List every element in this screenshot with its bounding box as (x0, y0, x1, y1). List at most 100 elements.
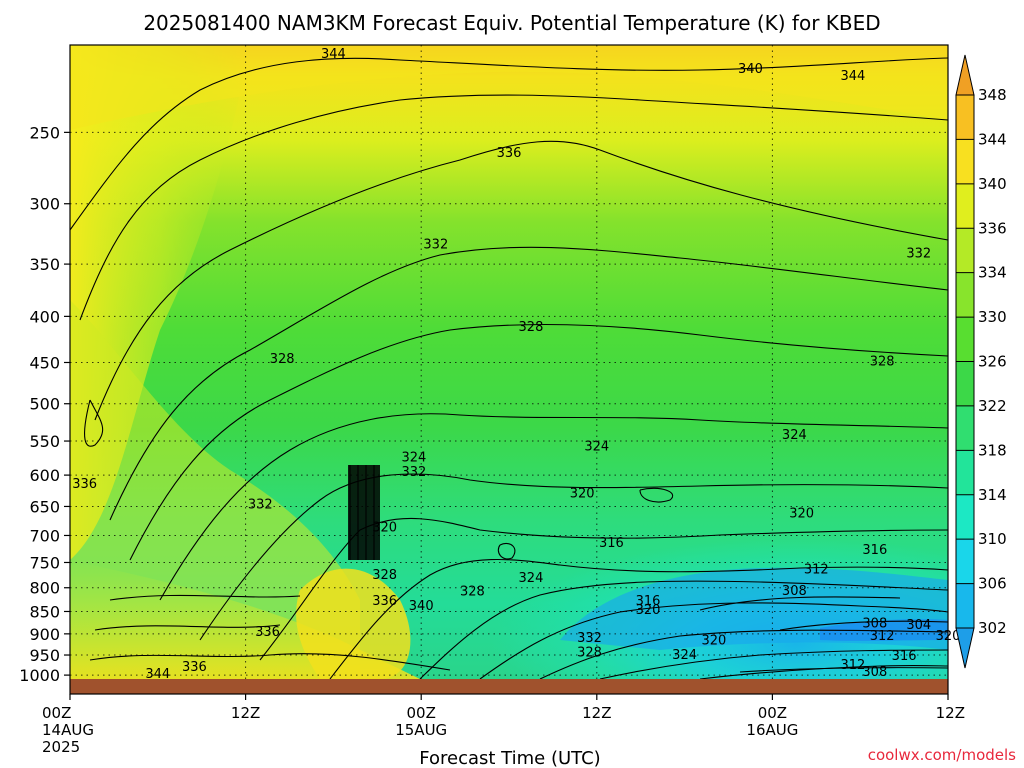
contour-label: 324 (401, 450, 426, 465)
colorbar-label: 310 (978, 530, 1007, 548)
colorbar-segment (956, 272, 974, 318)
contour-line (599, 649, 948, 679)
colorbar-label: 302 (978, 619, 1007, 637)
y-tick-label: 250 (29, 123, 60, 142)
contour-label: 316 (599, 536, 624, 551)
contour-label: 332 (423, 237, 448, 252)
contour-label: 336 (182, 660, 207, 675)
colorbar-label: 306 (978, 575, 1007, 593)
contour-line (329, 558, 948, 679)
colorbar-segment (956, 95, 974, 140)
colorbar-extend-bottom (955, 627, 975, 669)
y-tick-label: 900 (29, 625, 60, 644)
y-tick-label: 1000 (19, 666, 60, 685)
contour-line (739, 667, 948, 673)
contour-line (199, 473, 948, 641)
contour-label: 336 (255, 625, 280, 640)
equiv-potential-temperature-field (70, 45, 948, 679)
contour-label: 332 (906, 247, 931, 262)
contour-label: 336 (372, 594, 397, 609)
chart-title: 2025081400 NAM3KM Forecast Equiv. Potent… (143, 11, 880, 35)
y-tick-label: 550 (29, 432, 60, 451)
colorbar-label: 314 (978, 486, 1007, 504)
x-tick-label: 14AUG (42, 721, 94, 739)
contour-label: 332 (577, 631, 602, 646)
contour-label: 316 (636, 594, 661, 609)
contour-label: 320 (936, 629, 961, 644)
y-tick-label: 700 (29, 526, 60, 545)
colorbar-segment (956, 450, 974, 495)
contour-label: 336 (72, 477, 97, 492)
contour-line (94, 140, 948, 421)
contour-label: 308 (862, 665, 887, 680)
contour-label: 324 (672, 648, 697, 663)
gridlines (70, 45, 948, 679)
x-tick-label: 00Z (42, 704, 71, 722)
contour-line (639, 487, 673, 503)
y-tick-label: 600 (29, 466, 60, 485)
colorbar-segment (956, 317, 974, 362)
contour-label: 320 (372, 520, 397, 535)
contour-label: 320 (789, 506, 814, 521)
contour-line (79, 94, 948, 321)
colorbar-extend-top (955, 54, 975, 96)
colorbar-segment (956, 361, 974, 406)
colorbar-label: 330 (978, 308, 1007, 326)
colorbar-segment (956, 405, 974, 451)
x-tick-label: 2025 (42, 738, 80, 756)
contour-label: 316 (892, 649, 917, 664)
contour-label: 308 (782, 584, 807, 599)
credit-link[interactable]: coolwx.com/models (868, 746, 1016, 764)
contour-line (109, 594, 301, 601)
x-tick-label: 12Z (582, 704, 611, 722)
contour-label: 320 (570, 486, 595, 501)
contour-line (159, 413, 948, 601)
x-tick-label: 15AUG (395, 721, 447, 739)
colorbar-segment (956, 228, 974, 273)
contour-label: 328 (519, 320, 544, 335)
y-tick-label: 800 (29, 579, 60, 598)
colorbar-segment (956, 139, 974, 184)
x-tick-label: 12Z (936, 704, 965, 722)
contour-line (84, 399, 104, 447)
y-tick-label: 850 (29, 602, 60, 621)
colorbar-label: 334 (978, 264, 1007, 282)
contour-label: 344 (321, 47, 346, 62)
colorbar-segment (956, 539, 974, 584)
x-axis-label: Forecast Time (UTC) (419, 748, 600, 768)
contour-label: 320 (636, 603, 661, 618)
colorbar: 302 306 310 314 318 322 326 330 334 336 340 344 348 (955, 54, 1007, 669)
colorbar-segment (956, 183, 974, 229)
y-tick-label: 400 (29, 307, 60, 326)
ground-surface (70, 679, 948, 694)
contour-line (779, 620, 948, 631)
y-tick-label: 350 (29, 255, 60, 274)
contour-label: 344 (840, 69, 865, 84)
contour-line (419, 580, 948, 679)
contour-line (129, 324, 948, 561)
contour-label: 340 (738, 62, 763, 77)
contour-line (349, 465, 375, 560)
contour-label: 324 (782, 428, 807, 443)
contour-label: 328 (577, 646, 602, 661)
y-tick-label: 750 (29, 553, 60, 572)
contour-label: 324 (519, 571, 544, 586)
contour-label: 328 (270, 352, 295, 367)
y-tick-label: 450 (29, 353, 60, 372)
colorbar-label: 348 (978, 86, 1007, 104)
contour-label: 312 (870, 629, 895, 644)
contour-label: 308 (862, 616, 887, 631)
contour-label: 328 (870, 355, 895, 370)
colorbar-label: 322 (978, 397, 1007, 415)
x-tick-label: 16AUG (746, 721, 798, 739)
contour-line (70, 57, 948, 231)
colorbar-label: 336 (978, 219, 1007, 237)
x-tick-label: 00Z (758, 704, 787, 722)
y-tick-label: 500 (29, 395, 60, 414)
contour-label: 316 (862, 543, 887, 558)
colorbar-segment (956, 583, 974, 628)
contour-lines (70, 57, 948, 679)
